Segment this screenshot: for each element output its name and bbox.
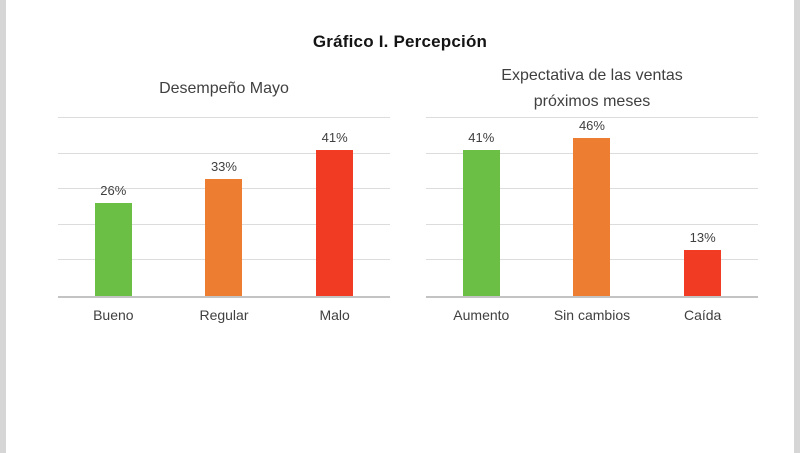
bar-group: 33%: [169, 118, 279, 296]
bar: [462, 150, 500, 296]
page-title: Gráfico I. Percepción: [312, 32, 488, 51]
charts-row: Desempeño Mayo 26% 33% 41% Bueno Regular Mal…: [0, 52, 800, 323]
plot-area: 26% 33% 41%: [58, 117, 390, 298]
gridline: [426, 117, 758, 118]
right-edge-strip: [794, 0, 800, 453]
bar-value-label: 41%: [468, 130, 495, 146]
bar-group: 26%: [59, 118, 169, 296]
bar-value-label: 46%: [578, 118, 605, 133]
category-labels: Aumento Sin cambios Caída: [426, 307, 758, 323]
chart-title: Expectativa de las ventas próximos meses: [426, 60, 758, 118]
category-label: Regular: [199, 307, 249, 323]
bar: [205, 178, 243, 296]
bar-value-label: 13%: [689, 229, 716, 245]
bars-layer: 26% 33% 41%: [58, 118, 390, 296]
bar-value-label: 26%: [100, 183, 127, 199]
plot-area: 41% 46% 13%: [426, 117, 758, 298]
chart-desempeno-mayo: Desempeño Mayo 26% 33% 41% Bueno Regular Mal…: [58, 60, 390, 323]
category-label: Sin cambios: [553, 307, 631, 323]
chart-expectativa-ventas: Expectativa de las ventas próximos meses…: [426, 60, 758, 323]
bar: [316, 150, 354, 296]
category-label: Caída: [683, 307, 722, 323]
chart-title-text: Expectativa de las ventas próximos meses: [501, 67, 683, 110]
category-label: Malo: [319, 307, 350, 323]
category-label: Bueno: [93, 307, 134, 323]
bar-group: 46%: [537, 118, 647, 296]
bar: [684, 249, 722, 296]
bar-value-label: 41%: [321, 130, 348, 146]
bar-group: 41%: [280, 118, 390, 296]
chart-title-text: Desempeño Mayo: [159, 80, 289, 98]
gridline: [58, 117, 390, 118]
left-edge-strip: [0, 0, 6, 453]
category-label: Aumento: [453, 307, 510, 323]
category-labels: Bueno Regular Malo: [58, 307, 390, 323]
bar: [573, 138, 611, 296]
bar-group: 13%: [648, 118, 758, 296]
bar: [94, 203, 132, 296]
gridline: [58, 152, 390, 154]
bar-group: 41%: [427, 118, 537, 296]
chart-title: Desempeño Mayo: [58, 60, 390, 118]
bars-layer: 41% 46% 13%: [426, 118, 758, 296]
bar-value-label: 33%: [210, 158, 237, 174]
